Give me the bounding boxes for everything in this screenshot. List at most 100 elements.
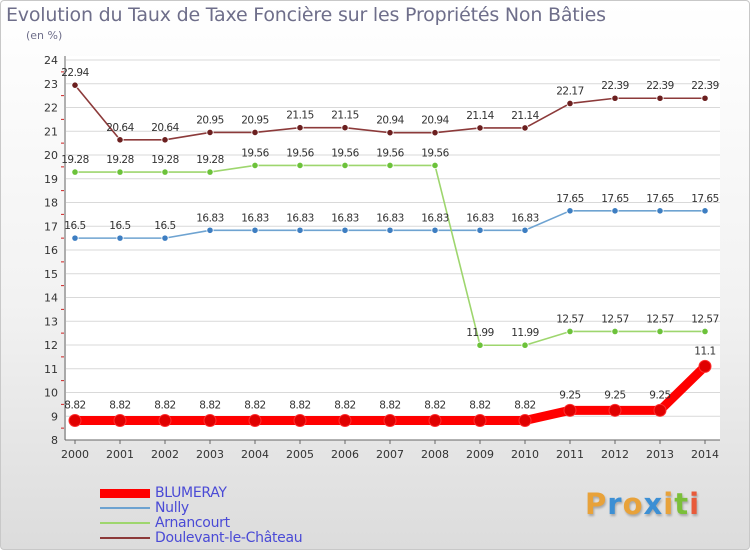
data-point-doulevant-le-ch-teau (386, 129, 394, 137)
logo-letter: i (663, 487, 675, 521)
data-label-nully: 17.65 (601, 193, 629, 205)
data-label-doulevant-le-ch-teau: 20.95 (241, 114, 269, 126)
proxiti-logo: Proxiti (585, 487, 700, 521)
y-tick-label: 14 (44, 292, 58, 305)
y-tick-label: 24 (44, 54, 58, 67)
data-label-arnancourt: 19.56 (376, 147, 404, 159)
data-label-doulevant-le-ch-teau: 21.14 (511, 110, 539, 122)
y-tick-label: 8 (51, 434, 58, 447)
data-point-arnancourt (521, 341, 529, 349)
data-label-blumeray: 8.82 (424, 400, 445, 412)
data-label-blumeray: 9.25 (604, 389, 625, 401)
data-label-arnancourt: 12.57 (691, 313, 719, 325)
data-label-doulevant-le-ch-teau: 22.17 (556, 85, 584, 97)
data-point-blumeray (383, 414, 397, 428)
data-point-nully (71, 234, 79, 242)
data-point-arnancourt (251, 161, 259, 170)
data-label-doulevant-le-ch-teau: 21.15 (331, 110, 359, 122)
data-label-nully: 17.65 (646, 193, 674, 205)
data-label-doulevant-le-ch-teau: 21.14 (466, 110, 494, 122)
data-label-arnancourt: 19.56 (331, 147, 359, 159)
y-tick-label: 10 (44, 387, 58, 400)
data-point-nully (206, 226, 214, 234)
data-point-nully (431, 226, 439, 234)
logo-letter: P (585, 487, 608, 521)
data-label-doulevant-le-ch-teau: 22.39 (691, 80, 719, 92)
legend-label: Doulevant-le-Château (155, 530, 303, 546)
x-tick-label: 2012 (601, 448, 629, 461)
data-label-arnancourt: 11.99 (511, 327, 539, 339)
data-label-arnancourt: 19.56 (421, 147, 449, 159)
data-label-nully: 16.5 (109, 220, 130, 232)
data-point-blumeray (563, 403, 577, 417)
data-label-arnancourt: 19.56 (286, 147, 314, 159)
chart-title: Evolution du Taux de Taxe Foncière sur l… (6, 4, 606, 26)
data-label-doulevant-le-ch-teau: 22.39 (601, 80, 629, 92)
y-tick-label: 23 (44, 78, 58, 91)
y-tick-label: 22 (44, 102, 58, 115)
data-label-nully: 16.5 (64, 220, 85, 232)
data-point-doulevant-le-ch-teau (701, 94, 709, 102)
legend-swatch (100, 537, 150, 539)
data-label-arnancourt: 12.57 (601, 313, 629, 325)
data-point-nully (116, 234, 124, 242)
data-point-nully (341, 226, 349, 234)
y-tick-label: 21 (44, 125, 58, 138)
data-point-doulevant-le-ch-teau (161, 136, 169, 144)
data-label-arnancourt: 19.56 (241, 147, 269, 159)
x-tick-label: 2002 (151, 448, 179, 461)
logo-letter: t (674, 487, 690, 521)
data-point-blumeray (248, 414, 262, 428)
data-label-blumeray: 8.82 (244, 400, 265, 412)
y-tick-label: 16 (44, 244, 58, 257)
data-label-nully: 16.83 (196, 212, 224, 224)
x-tick-label: 2010 (511, 448, 539, 461)
data-label-doulevant-le-ch-teau: 20.64 (151, 122, 179, 134)
data-label-doulevant-le-ch-teau: 20.95 (196, 114, 224, 126)
data-point-nully (521, 226, 529, 234)
x-tick-label: 2008 (421, 448, 449, 461)
data-point-blumeray (338, 414, 352, 428)
data-label-nully: 16.83 (376, 212, 404, 224)
data-label-nully: 16.83 (466, 212, 494, 224)
y-tick-label: 9 (51, 410, 58, 423)
y-tick-label: 15 (44, 268, 58, 281)
data-label-doulevant-le-ch-teau: 20.94 (376, 115, 404, 127)
data-point-doulevant-le-ch-teau (206, 128, 214, 137)
data-point-arnancourt (701, 327, 709, 336)
data-point-arnancourt (116, 168, 124, 176)
data-point-doulevant-le-ch-teau (656, 94, 664, 102)
data-point-doulevant-le-ch-teau (431, 129, 439, 137)
data-label-doulevant-le-ch-teau: 22.39 (646, 80, 674, 92)
data-label-nully: 16.83 (421, 212, 449, 224)
data-point-doulevant-le-ch-teau (251, 128, 259, 137)
x-tick-label: 2001 (106, 448, 134, 461)
data-point-blumeray (698, 359, 712, 373)
data-point-nully (296, 226, 304, 234)
data-point-arnancourt (341, 161, 349, 170)
data-label-arnancourt: 19.28 (61, 154, 89, 166)
data-label-arnancourt: 12.57 (556, 313, 584, 325)
plot-area (66, 56, 720, 440)
data-point-arnancourt (656, 327, 664, 336)
logo-letter: i (689, 487, 701, 521)
data-point-blumeray (68, 414, 82, 428)
legend-swatch (100, 522, 150, 524)
data-point-nully (701, 207, 709, 215)
y-tick-label: 13 (44, 315, 58, 328)
data-point-blumeray (653, 403, 667, 417)
data-point-arnancourt (206, 168, 214, 176)
legend-label: Arnancourt (155, 515, 230, 531)
data-label-nully: 16.83 (241, 212, 269, 224)
data-label-doulevant-le-ch-teau: 20.64 (106, 122, 134, 134)
data-label-arnancourt: 19.28 (196, 154, 224, 166)
legend-swatch (100, 507, 150, 509)
data-label-arnancourt: 19.28 (106, 154, 134, 166)
legend-label: Nully (155, 500, 189, 516)
data-point-nully (656, 207, 664, 215)
data-point-nully (386, 226, 394, 234)
y-tick-label: 20 (44, 149, 58, 162)
data-label-blumeray: 11.1 (694, 345, 715, 357)
data-point-blumeray (428, 414, 442, 428)
